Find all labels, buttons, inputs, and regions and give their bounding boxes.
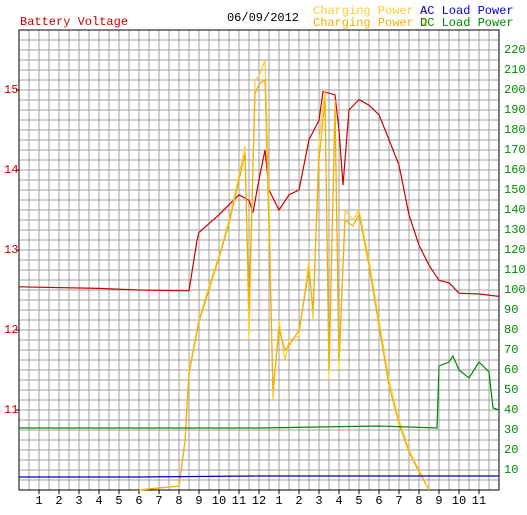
- y2-tick-label: 150: [504, 183, 526, 197]
- y2-tick-label: 10: [504, 463, 518, 477]
- x-tick-label: 9: [195, 494, 202, 508]
- x-tick-label: 2: [295, 494, 302, 508]
- y2-tick-label: 200: [504, 83, 526, 97]
- series-line: [19, 354, 500, 429]
- x-tick-label: 3: [315, 494, 322, 508]
- y2-tick-label: 220: [504, 43, 526, 57]
- x-tick-label: 11: [232, 494, 246, 508]
- x-tick-label: 12: [252, 494, 266, 508]
- y2-tick-label: 90: [504, 303, 518, 317]
- y2-tick-label: 70: [504, 343, 518, 357]
- y2-tick-label: 60: [504, 363, 518, 377]
- y-tick-label: 14: [4, 163, 18, 177]
- x-tick-label: 9: [435, 494, 442, 508]
- y2-tick-label: 120: [504, 243, 526, 257]
- x-tick-label: 1: [35, 494, 42, 508]
- y-tick-label: 11: [4, 403, 18, 417]
- y2-tick-label: 210: [504, 63, 526, 77]
- y2-tick-label: 160: [504, 163, 526, 177]
- y-tick-label: 12: [4, 323, 18, 337]
- chart-date: 06/09/2012: [227, 11, 299, 25]
- x-tick-label: 10: [452, 494, 466, 508]
- x-tick-label: 3: [75, 494, 82, 508]
- legend-entry: DC Load Power: [420, 16, 514, 30]
- y2-tick-label: 110: [504, 263, 526, 277]
- x-tick-label: 5: [355, 494, 362, 508]
- x-tick-label: 8: [175, 494, 182, 508]
- y2-tick-label: 170: [504, 143, 526, 157]
- y2-tick-label: 50: [504, 383, 518, 397]
- legend-entry: AC Load Power: [420, 4, 514, 18]
- x-tick-label: 4: [95, 494, 102, 508]
- legend-entry: Battery Voltage: [20, 15, 128, 29]
- x-tick-label: 6: [135, 494, 142, 508]
- legend-entry: Charging Power 1: [313, 4, 428, 18]
- x-tick-label: 11: [472, 494, 486, 508]
- y2-tick-label: 180: [504, 123, 526, 137]
- x-tick-label: 8: [415, 494, 422, 508]
- x-tick-label: 2: [55, 494, 62, 508]
- x-tick-label: 5: [115, 494, 122, 508]
- y-tick-label: 15: [4, 83, 18, 97]
- y2-tick-label: 30: [504, 423, 518, 437]
- y2-tick-label: 190: [504, 103, 526, 117]
- x-tick-label: 6: [375, 494, 382, 508]
- series-line: [18, 90, 500, 297]
- y2-tick-label: 40: [504, 403, 518, 417]
- series-line: [19, 475, 499, 478]
- y2-tick-label: 20: [504, 443, 518, 457]
- y2-tick-label: 100: [504, 283, 526, 297]
- x-tick-label: 1: [275, 494, 282, 508]
- x-tick-label: 7: [155, 494, 162, 508]
- y-tick-label: 13: [4, 243, 18, 257]
- x-tick-label: 4: [335, 494, 342, 508]
- y2-tick-label: 80: [504, 323, 518, 337]
- x-tick-label: 10: [212, 494, 226, 508]
- y2-tick-label: 140: [504, 203, 526, 217]
- x-tick-label: 7: [395, 494, 402, 508]
- y2-tick-label: 130: [504, 223, 526, 237]
- series-line: [138, 78, 430, 491]
- legend-entry: Charging Power 2: [313, 16, 428, 30]
